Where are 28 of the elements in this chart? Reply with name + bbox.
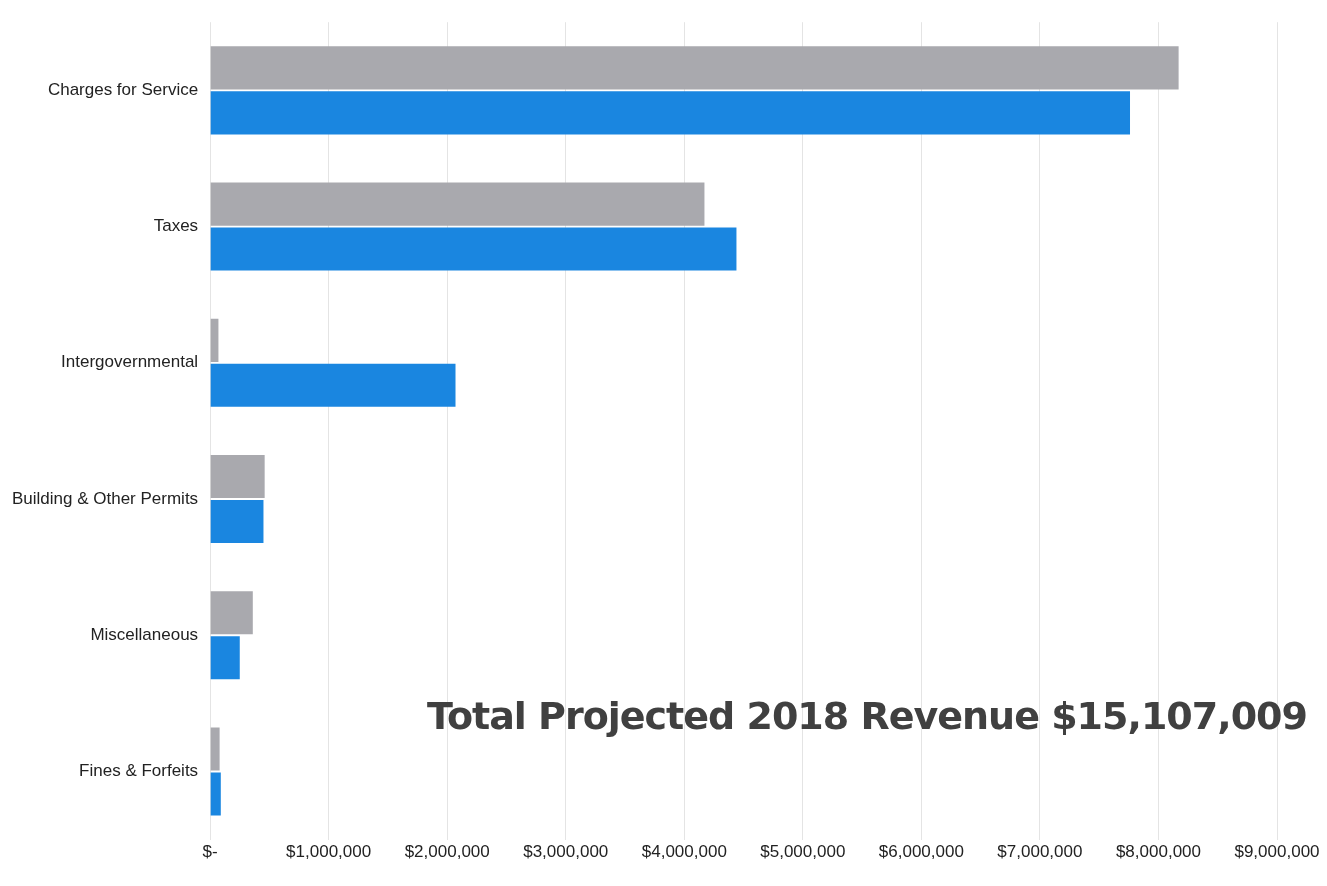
y-tick-label: Intergovernmental (61, 352, 199, 372)
bar (210, 727, 220, 771)
x-tick-label: $3,000,000 (523, 842, 609, 862)
x-tick-label: $8,000,000 (1115, 842, 1202, 862)
bar (210, 182, 705, 226)
bar (210, 227, 737, 271)
y-tick-label: Miscellaneous (90, 624, 199, 644)
bar (210, 499, 264, 544)
x-tick-label: $1,000,000 (286, 842, 372, 862)
y-tick-label: Fines & Forfeits (79, 761, 199, 781)
bar (210, 363, 456, 407)
y-tick-label: Taxes (153, 216, 199, 236)
bar (210, 46, 1179, 90)
y-tick-label: Building & Other Permits (11, 488, 199, 508)
x-tick-label: $9,000,000 (1234, 842, 1320, 862)
x-tick-label: $6,000,000 (878, 842, 964, 862)
x-tick-label: $4,000,000 (641, 842, 727, 862)
x-tick-label: $7,000,000 (997, 842, 1083, 862)
bar (210, 591, 253, 635)
bar (210, 91, 1131, 135)
bar (210, 636, 240, 680)
x-tick-label: $2,000,000 (404, 842, 490, 862)
annotation: Total Projected 2018 Revenue $15,107,009 (427, 694, 1307, 738)
x-tick-label: $- (202, 842, 218, 862)
x-tick-label: $5,000,000 (760, 842, 846, 862)
bar (210, 454, 265, 499)
bar (210, 772, 221, 816)
y-tick-label: Charges for Service (47, 80, 199, 99)
